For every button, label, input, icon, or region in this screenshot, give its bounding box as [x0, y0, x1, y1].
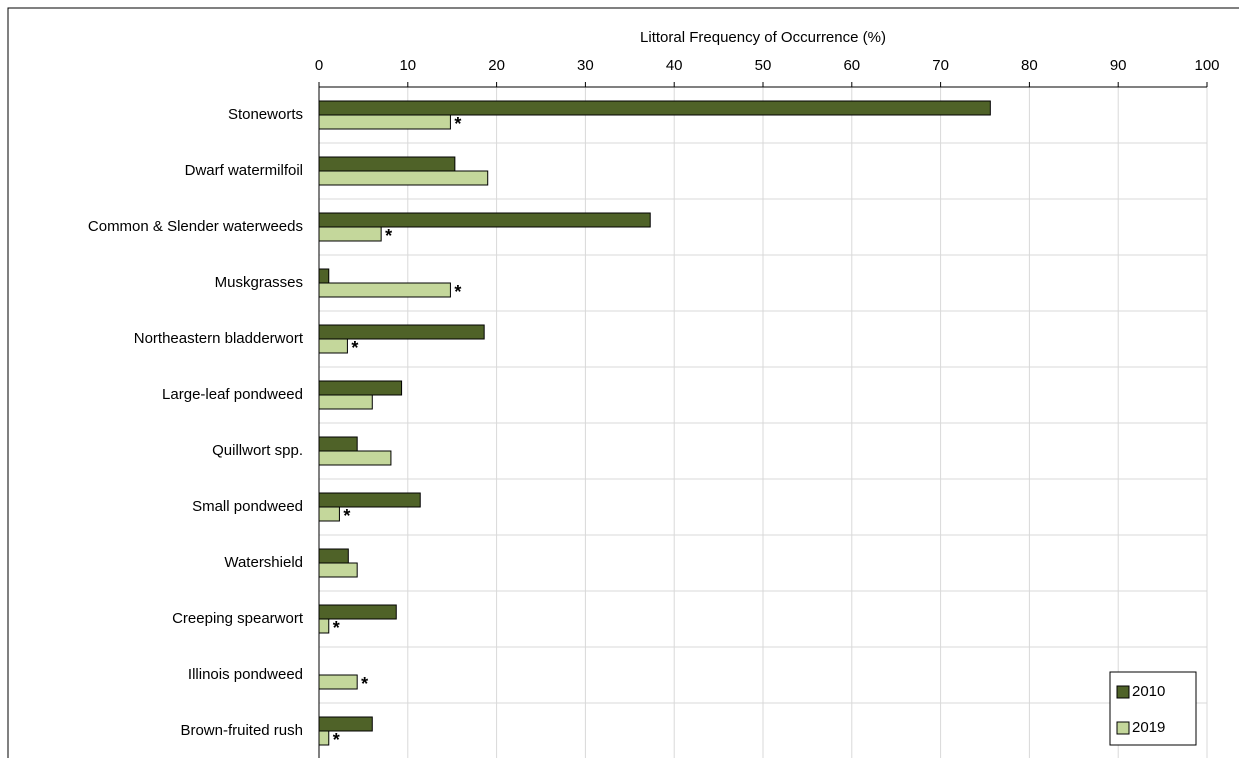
bar [318, 268, 330, 284]
bar [318, 338, 348, 354]
significance-mark: * [333, 618, 340, 638]
bar [318, 492, 421, 508]
legend-swatch [1116, 685, 1130, 699]
bar [318, 506, 340, 522]
bar [318, 674, 358, 690]
legend-swatch [1116, 721, 1130, 735]
bar [318, 436, 358, 452]
significance-mark: * [454, 114, 461, 134]
category-label: Muskgrasses [215, 274, 303, 291]
category-label: Common & Slender waterweeds [88, 218, 303, 235]
significance-mark: * [351, 338, 358, 358]
bar [318, 156, 456, 172]
bar [318, 282, 451, 298]
category-label: Dwarf watermilfoil [185, 162, 303, 179]
bar [318, 394, 373, 410]
bar [318, 562, 358, 578]
legend-label: 2010 [1132, 683, 1165, 700]
bar [318, 100, 991, 116]
category-label: Watershield [224, 554, 303, 571]
category-label: Large-leaf pondweed [162, 386, 303, 403]
category-label: Brown-fruited rush [180, 722, 303, 739]
bar [318, 324, 485, 340]
significance-mark: * [361, 674, 368, 694]
bar [318, 548, 349, 564]
bar [318, 716, 373, 732]
category-label: Small pondweed [192, 498, 303, 515]
chart-frame [7, 7, 1239, 758]
x-tick-label: 20 [488, 57, 505, 74]
x-tick-label: 10 [399, 57, 416, 74]
x-tick-label: 70 [932, 57, 949, 74]
bar [318, 226, 382, 242]
category-label: Quillwort spp. [212, 442, 303, 459]
bar [318, 730, 330, 746]
x-tick-label: 40 [666, 57, 683, 74]
category-label: Illinois pondweed [188, 666, 303, 683]
axis-title: Littoral Frequency of Occurrence (%) [640, 29, 886, 46]
bar [318, 114, 451, 130]
bar [318, 170, 489, 186]
bar [318, 380, 403, 396]
x-tick-label: 50 [755, 57, 772, 74]
x-tick-label: 60 [843, 57, 860, 74]
category-label: Creeping spearwort [172, 610, 304, 627]
bar [318, 604, 397, 620]
significance-mark: * [333, 730, 340, 750]
x-tick-label: 90 [1110, 57, 1127, 74]
bar [318, 212, 651, 228]
bar [318, 618, 330, 634]
category-label: Northeastern bladderwort [134, 330, 304, 347]
bar [318, 450, 392, 466]
legend-label: 2019 [1132, 719, 1165, 736]
significance-mark: * [454, 282, 461, 302]
significance-mark: * [385, 226, 392, 246]
x-tick-label: 0 [315, 57, 323, 74]
significance-mark: * [343, 506, 350, 526]
x-tick-label: 80 [1021, 57, 1038, 74]
x-tick-label: 30 [577, 57, 594, 74]
x-tick-label: 100 [1194, 57, 1219, 74]
category-label: Stoneworts [228, 106, 303, 123]
